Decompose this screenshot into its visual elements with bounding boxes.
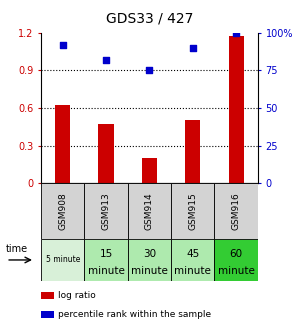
Bar: [84, 239, 128, 281]
Point: [60, 42, 65, 47]
Text: GSM908: GSM908: [58, 192, 67, 230]
Bar: [41, 183, 84, 239]
Text: percentile rank within the sample: percentile rank within the sample: [58, 310, 212, 319]
Bar: [41, 239, 84, 281]
Point: [147, 67, 152, 72]
Bar: [185, 120, 200, 183]
Bar: [128, 183, 171, 239]
Text: GSM914: GSM914: [145, 192, 154, 230]
Bar: [41, 311, 54, 318]
Text: minute: minute: [131, 266, 168, 276]
Point: [190, 45, 195, 50]
Bar: [229, 36, 244, 183]
Bar: [171, 183, 214, 239]
Text: GSM913: GSM913: [102, 192, 110, 230]
Bar: [128, 239, 171, 281]
Bar: [214, 239, 258, 281]
Bar: [84, 183, 128, 239]
Bar: [98, 124, 114, 183]
Text: GSM915: GSM915: [188, 192, 197, 230]
Bar: [142, 158, 157, 183]
Text: 45: 45: [186, 249, 200, 259]
Text: minute: minute: [174, 266, 211, 276]
Bar: [171, 239, 214, 281]
Text: 60: 60: [230, 249, 243, 259]
Bar: [41, 292, 54, 300]
Text: 15: 15: [99, 249, 113, 259]
Bar: [214, 183, 258, 239]
Bar: [55, 105, 70, 183]
Text: GSM916: GSM916: [232, 192, 241, 230]
Text: GDS33 / 427: GDS33 / 427: [106, 12, 193, 26]
Text: minute: minute: [88, 266, 125, 276]
Point: [104, 57, 108, 62]
Text: 5 minute: 5 minute: [45, 255, 80, 265]
Text: log ratio: log ratio: [58, 291, 96, 301]
Text: minute: minute: [218, 266, 255, 276]
Text: 30: 30: [143, 249, 156, 259]
Text: time: time: [6, 244, 28, 254]
Point: [234, 30, 239, 35]
